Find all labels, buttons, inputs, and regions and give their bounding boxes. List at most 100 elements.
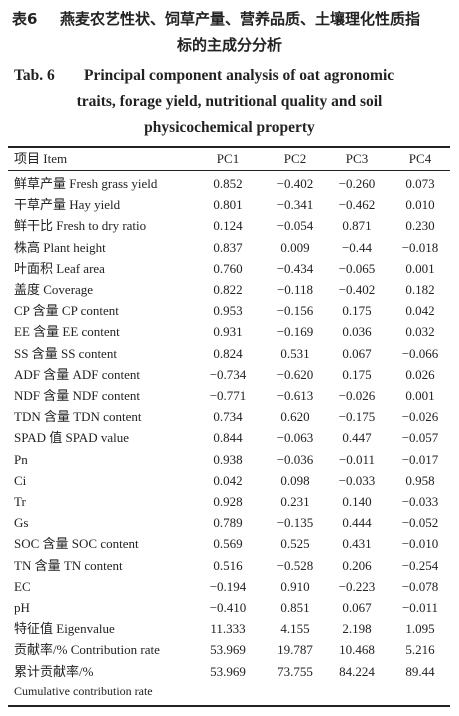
cell-value: 5.216: [405, 642, 435, 658]
cell-value: 0.175: [342, 303, 372, 319]
cell-value: 0.182: [405, 282, 435, 297]
cell-value: 0.067: [342, 600, 372, 615]
row-label: TDN 含量 TDN content: [14, 409, 142, 425]
cell-value: 53.969: [210, 642, 246, 658]
cell-value: −0.017: [401, 451, 439, 467]
cell-value: −0.036: [276, 451, 314, 467]
cell-value: 0.206: [342, 557, 372, 573]
cell-value: −0.620: [276, 366, 314, 382]
cell-value: −0.135: [276, 515, 314, 531]
cell-value: 0.801: [213, 197, 243, 213]
cell-value: −0.410: [209, 600, 247, 615]
row-label: SOC 含量 SOC content: [14, 536, 139, 552]
cell-value: −0.44: [341, 239, 373, 255]
cell-value: 73.755: [277, 663, 313, 679]
cell-value: 0.837: [213, 239, 243, 255]
cell-value: −0.771: [209, 388, 247, 403]
row-label: 干草产量 Hay yield: [14, 197, 121, 213]
cell-value: −0.066: [401, 345, 439, 361]
column-header: PC4: [408, 151, 432, 166]
cell-value: −0.402: [338, 282, 376, 297]
cell-value: 0.958: [405, 472, 435, 488]
cell-value: −0.011: [338, 451, 376, 467]
cell-value: 0.032: [405, 324, 435, 340]
cell-value: 10.468: [339, 642, 375, 658]
cell-value: −0.018: [401, 239, 439, 255]
cell-value: −0.026: [401, 409, 439, 425]
row-label: EE 含量 EE content: [14, 324, 120, 340]
cell-value: 0.851: [280, 600, 310, 615]
cell-value: 0.824: [213, 345, 243, 361]
cell-value: 0.001: [405, 260, 435, 276]
row-label: 盖度 Coverage: [14, 282, 94, 297]
row-label: CP 含量 CP content: [14, 303, 119, 319]
cell-value: −0.175: [338, 409, 376, 425]
row-label: Cumulative contribution rate: [14, 683, 153, 698]
cell-value: −0.613: [276, 388, 314, 403]
row-label: 鲜干比 Fresh to dry ratio: [14, 218, 147, 234]
table-label-cn: 表6: [12, 10, 38, 28]
column-header: PC1: [216, 151, 240, 166]
cell-value: 0.175: [342, 366, 372, 382]
cell-value: 1.095: [405, 621, 435, 637]
cell-value: −0.010: [401, 536, 439, 552]
cell-value: −0.223: [338, 578, 376, 594]
row-label: Pn: [14, 451, 28, 467]
cell-value: 0.910: [280, 578, 310, 594]
cell-value: −0.194: [209, 578, 247, 594]
cell-value: 0.042: [405, 303, 435, 319]
row-label: 叶面积 Leaf area: [14, 260, 105, 276]
cell-value: −0.011: [401, 600, 439, 615]
cell-value: 0.042: [213, 472, 243, 488]
cell-value: 0.124: [213, 218, 243, 234]
cell-value: 2.198: [342, 621, 372, 637]
cell-value: −0.734: [209, 366, 247, 382]
cell-value: −0.434: [276, 260, 314, 276]
row-label: NDF 含量 NDF content: [14, 388, 141, 403]
row-label: Gs: [14, 515, 29, 531]
cell-value: 0.001: [405, 388, 435, 403]
cell-value: 0.444: [342, 515, 372, 531]
top-rule: [8, 146, 450, 148]
cell-value: 0.531: [280, 345, 310, 361]
cell-value: 0.516: [213, 557, 243, 573]
row-label: 贡献率/% Contribution rate: [14, 642, 160, 658]
cell-value: −0.402: [276, 176, 314, 191]
cell-value: 0.431: [342, 536, 372, 552]
cell-value: 0.620: [280, 409, 310, 425]
column-header: PC2: [283, 151, 307, 166]
title-en: traits, forage yield, nutritional qualit…: [76, 93, 383, 110]
title-cn: 燕麦农艺性状、饲草产量、营养品质、土壤理化性质指: [60, 10, 421, 28]
cell-value: 89.44: [405, 663, 435, 679]
cell-value: 0.734: [213, 409, 243, 425]
row-label: Tr: [14, 494, 26, 509]
bottom-rule: [8, 705, 450, 707]
cell-value: −0.462: [338, 197, 376, 213]
cell-value: 4.155: [280, 621, 310, 637]
cell-value: 0.447: [342, 430, 372, 446]
row-label: SPAD 值 SPAD value: [14, 430, 129, 446]
row-label: 特征值 Eigenvalue: [14, 621, 115, 637]
cell-value: −0.063: [276, 430, 314, 446]
cell-value: 0.073: [405, 176, 435, 191]
title-en: Principal component analysis of oat agro…: [84, 67, 395, 84]
cell-value: 0.789: [213, 515, 243, 531]
row-label: SS 含量 SS content: [14, 345, 117, 361]
cell-value: −0.118: [276, 282, 314, 297]
cell-value: −0.054: [276, 218, 314, 234]
cell-value: −0.033: [338, 472, 376, 488]
cell-value: 0.067: [342, 345, 372, 361]
cell-value: 0.938: [213, 451, 243, 467]
row-label: EC: [14, 578, 31, 594]
cell-value: 0.231: [280, 494, 310, 509]
cell-value: 0.760: [213, 260, 243, 276]
cell-value: 0.871: [342, 218, 372, 234]
title-cn: 标的主成分分析: [176, 36, 282, 54]
cell-value: 0.569: [213, 536, 243, 552]
column-header: 项目 Item: [14, 151, 68, 166]
cell-value: −0.169: [276, 324, 314, 340]
cell-value: −0.528: [276, 557, 314, 573]
row-label: ADF 含量 ADF content: [14, 366, 141, 382]
cell-value: −0.052: [401, 515, 439, 531]
